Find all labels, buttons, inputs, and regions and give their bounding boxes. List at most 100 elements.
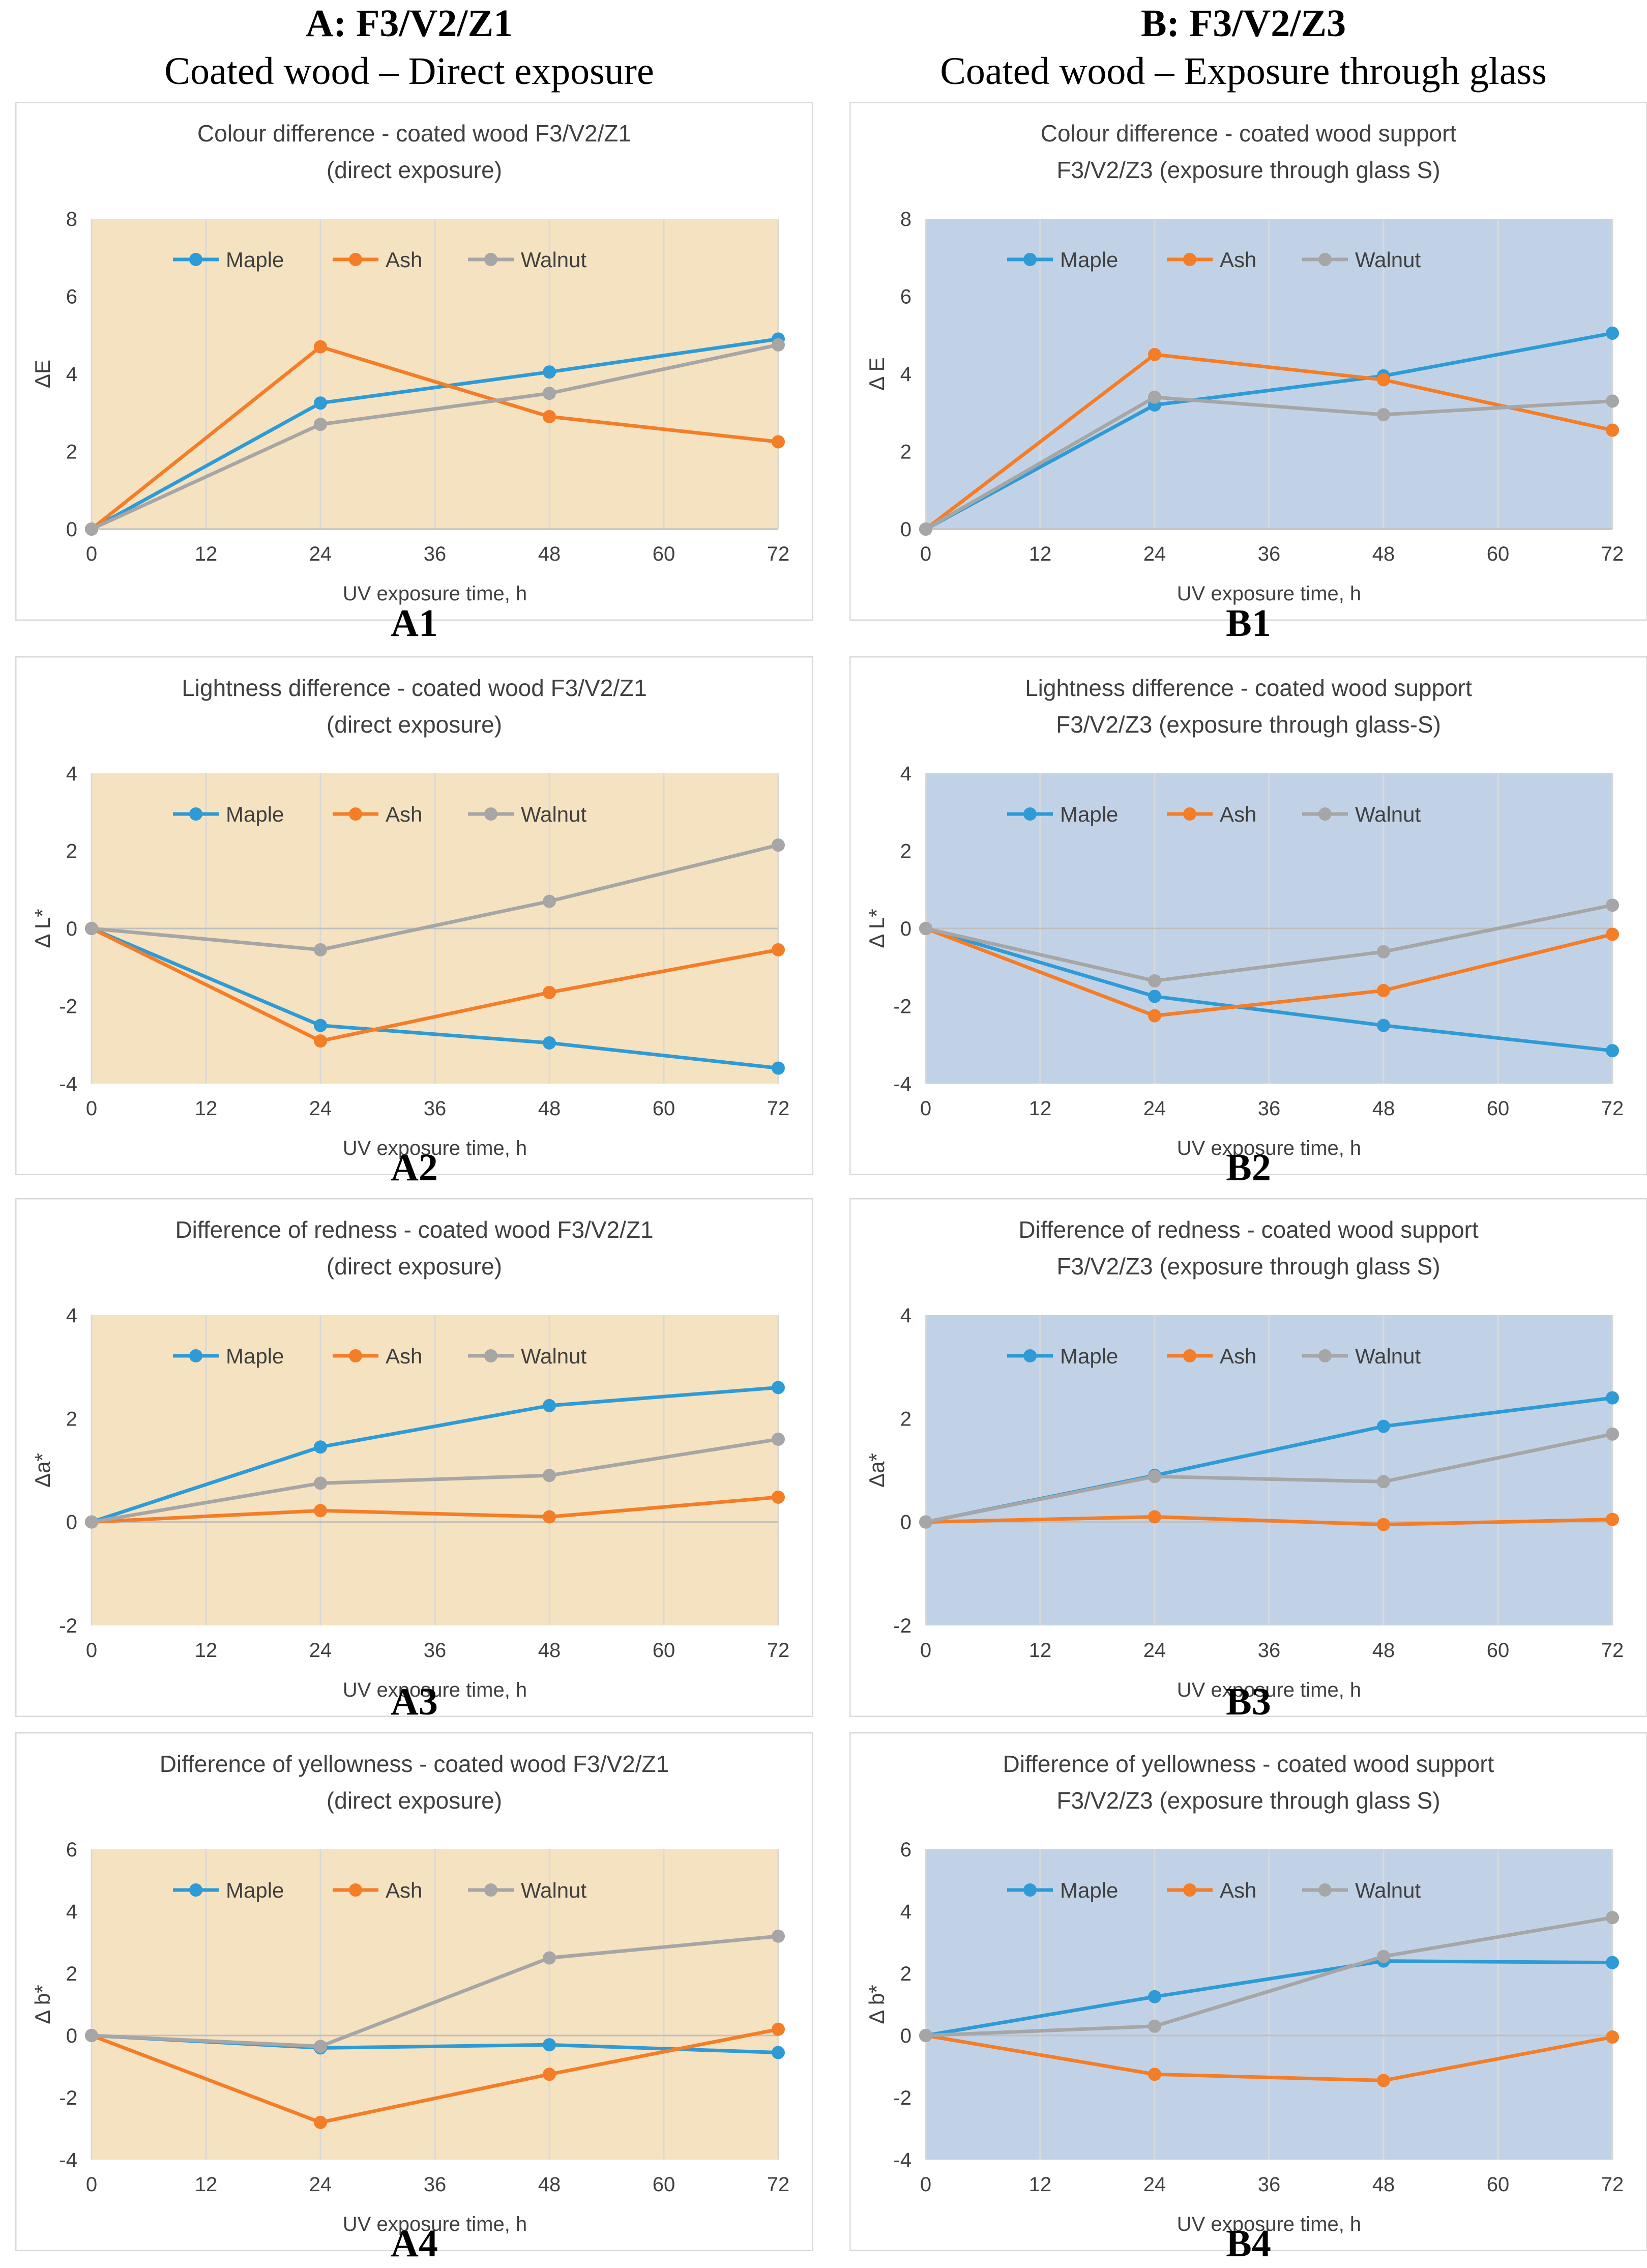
y-tick-label: 2	[900, 1963, 911, 1985]
x-tick-label: 12	[195, 1097, 218, 1120]
legend-marker-maple	[189, 253, 202, 266]
x-axis-label: UV exposure time, h	[1177, 1679, 1361, 1701]
data-point-maple	[543, 2038, 556, 2052]
panel-label-b3: B3	[1226, 1680, 1271, 1723]
y-tick-label: -4	[893, 1073, 911, 1095]
x-tick-label: 48	[1372, 543, 1395, 565]
data-point-ash	[1148, 1510, 1161, 1524]
data-point-walnut	[1606, 1911, 1619, 1925]
data-point-walnut	[314, 418, 327, 431]
legend-label-walnut: Walnut	[1355, 1344, 1421, 1368]
y-tick-label: 2	[66, 441, 77, 463]
legend-label-maple: Maple	[1060, 802, 1118, 826]
y-tick-label: 4	[900, 1304, 911, 1327]
x-tick-label: 36	[424, 1639, 447, 1662]
series-line-walnut	[925, 1432, 1613, 1524]
data-point-ash	[1606, 927, 1619, 941]
y-axis-label: Δ E	[865, 357, 889, 390]
y-axis-label: Δ b*	[31, 1985, 54, 2024]
data-point-ash	[1377, 373, 1390, 387]
chart-title-line: F3/V2/Z3 (exposure through glass S)	[1056, 157, 1440, 183]
data-point-maple	[314, 1440, 327, 1454]
x-tick-label: 36	[424, 1097, 447, 1120]
x-tick-label: 24	[1143, 543, 1166, 565]
y-axis-label: Δa*	[31, 1453, 54, 1488]
data-point-walnut	[543, 1469, 556, 1482]
y-tick-label: 4	[66, 1901, 77, 1923]
x-tick-label: 60	[1487, 1639, 1510, 1662]
legend-label-walnut: Walnut	[1355, 802, 1421, 826]
data-point-maple	[1606, 1956, 1619, 1969]
chart-panel-a1: Colour difference - coated wood F3/V2/Z1…	[15, 102, 813, 621]
chart-a3: Difference of redness - coated wood F3/V…	[15, 1198, 813, 1717]
column-heading-a: A: F3/V2/Z1 Coated wood – Direct exposur…	[10, 0, 808, 96]
y-tick-label: 4	[66, 363, 77, 386]
x-tick-label: 60	[653, 1097, 675, 1120]
series-line-maple	[91, 337, 779, 531]
data-point-walnut	[1377, 945, 1390, 958]
y-tick-label: -4	[893, 2149, 911, 2171]
x-tick-label: 12	[195, 543, 218, 565]
chart-b1: Colour difference - coated wood support F…	[849, 102, 1647, 621]
legend-marker-ash	[1183, 253, 1196, 266]
legend-marker-walnut	[484, 1883, 497, 1897]
chart-a1: Colour difference - coated wood F3/V2/Z1…	[15, 102, 813, 621]
data-point-maple	[1148, 990, 1161, 1003]
column-b-title: B: F3/V2/Z3	[1140, 2, 1346, 45]
y-axis-label: Δ L*	[865, 909, 889, 948]
y-tick-label: -2	[59, 2087, 77, 2109]
x-axis-label: UV exposure time, h	[1177, 583, 1361, 605]
chart-title-line: F3/V2/Z3 (exposure through glass S)	[1056, 1787, 1440, 1814]
data-point-ash	[772, 2022, 785, 2036]
y-tick-label: 6	[66, 1839, 77, 1861]
x-tick-label: 0	[920, 1639, 931, 1662]
legend-marker-walnut	[484, 807, 497, 821]
data-point-walnut	[543, 894, 556, 908]
x-tick-label: 60	[1487, 543, 1510, 565]
data-point-walnut	[1377, 1475, 1390, 1489]
x-tick-label: 24	[1143, 2173, 1166, 2196]
chart-title-line: F3/V2/Z3 (exposure through glass-S)	[1056, 711, 1441, 738]
chart-panel-a2: Lightness difference - coated wood F3/V2…	[15, 656, 813, 1175]
data-point-maple	[1377, 1419, 1390, 1433]
data-point-walnut	[919, 2029, 932, 2042]
data-point-walnut	[772, 338, 785, 352]
x-tick-label: 72	[1601, 1639, 1624, 1662]
legend-marker-maple	[1023, 1349, 1037, 1362]
x-tick-label: 48	[1372, 1097, 1395, 1120]
x-tick-label: 48	[538, 1639, 561, 1662]
data-point-walnut	[1606, 394, 1619, 408]
legend-label-maple: Maple	[1060, 1344, 1118, 1368]
data-point-maple	[1606, 326, 1619, 340]
data-point-walnut	[85, 1515, 98, 1529]
y-tick-label: 0	[66, 1511, 77, 1534]
legend-label-walnut: Walnut	[521, 248, 586, 272]
x-tick-label: 36	[424, 2173, 447, 2196]
series-line-walnut	[925, 1915, 1613, 2038]
x-axis-label: UV exposure time, h	[343, 583, 527, 605]
panel-label-a1: A1	[391, 602, 438, 645]
y-tick-label: -2	[59, 1615, 77, 1637]
data-point-ash	[1606, 1513, 1619, 1526]
x-tick-label: 36	[1258, 1639, 1281, 1662]
chart-a2: Lightness difference - coated wood F3/V2…	[15, 656, 813, 1175]
legend-label-walnut: Walnut	[1355, 1878, 1421, 1902]
data-point-walnut	[1377, 408, 1390, 422]
x-tick-label: 60	[653, 2173, 675, 2196]
data-point-walnut	[919, 922, 932, 935]
data-point-walnut	[543, 387, 556, 400]
legend-marker-walnut	[1318, 807, 1332, 821]
series-line-ash	[925, 1515, 1613, 1527]
x-tick-label: 0	[86, 1639, 97, 1662]
chart-panel-b4: Difference of yellowness - coated wood s…	[849, 1732, 1647, 2251]
legend-label-walnut: Walnut	[1355, 248, 1421, 272]
x-tick-label: 24	[1143, 1639, 1166, 1662]
data-point-ash	[543, 1510, 556, 1524]
data-point-ash	[772, 943, 785, 956]
y-tick-label: -2	[893, 2087, 911, 2109]
y-tick-label: 6	[900, 286, 911, 308]
column-b-subtitle: Coated wood – Exposure through glass	[940, 50, 1547, 93]
chart-b3: Difference of redness - coated wood supp…	[849, 1198, 1647, 1717]
panel-label-a2: A2	[391, 1146, 438, 1189]
chart-panel-b2: Lightness difference - coated wood suppo…	[849, 656, 1647, 1175]
